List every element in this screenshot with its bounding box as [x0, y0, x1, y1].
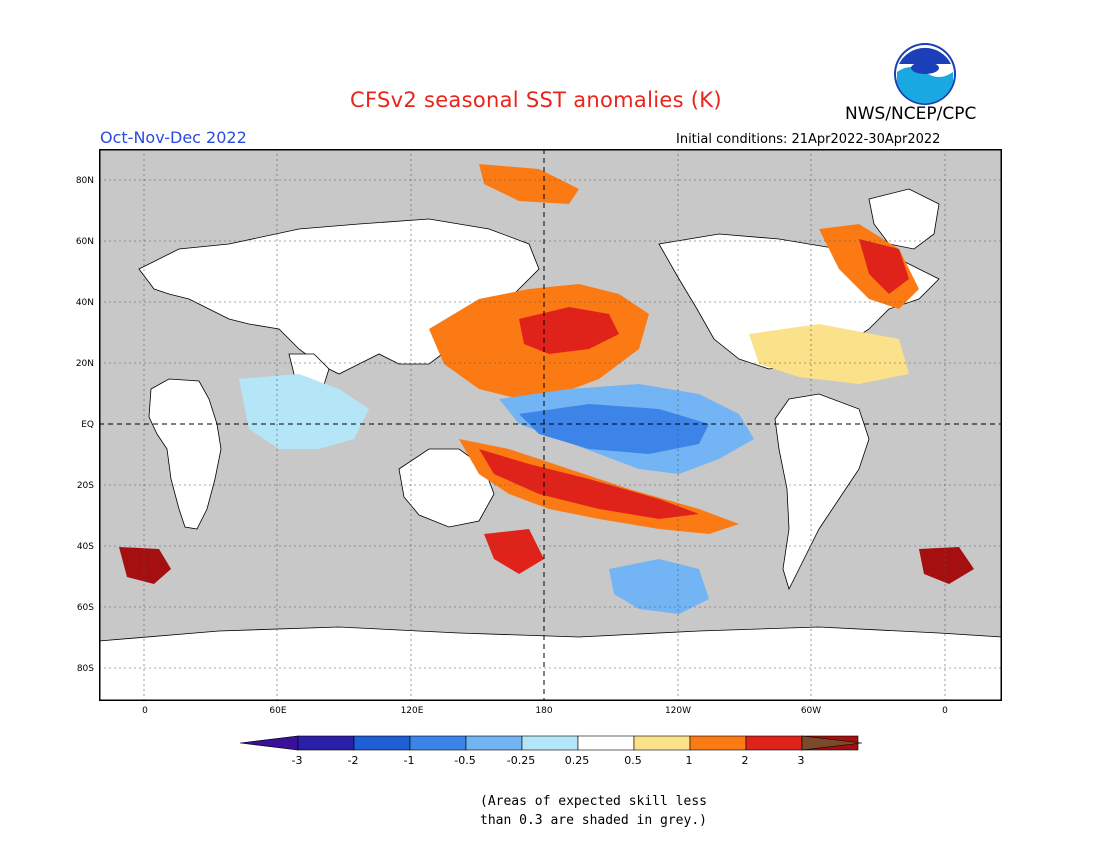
lat-label: 60N: [75, 237, 94, 247]
lat-label: 20S: [76, 481, 94, 491]
colorbar-cell: [577, 735, 635, 751]
lon-label: 180: [535, 706, 553, 716]
anomaly-tropical-atlantic-weak: [749, 324, 909, 384]
lat-label: 20N: [75, 359, 94, 369]
colorbar-cell: [745, 735, 803, 751]
colorbar-cell: [465, 735, 523, 751]
anomaly-indian-ocean-cool: [239, 374, 369, 449]
colorbar-tick-label: -0.25: [506, 754, 536, 767]
colorbar-tick-label: 2: [741, 754, 749, 767]
colorbar-tick-label: 0.25: [564, 754, 590, 767]
colorbar-tick-label: -3: [291, 754, 303, 767]
map-frame: [99, 149, 1002, 701]
colorbar-tick-label: -1: [403, 754, 415, 767]
anomaly-south-atlantic-strong: [919, 547, 974, 584]
graticule: [99, 149, 1002, 701]
anomaly-south-indian-strong: [119, 547, 171, 584]
lon-label: 60E: [269, 706, 287, 716]
colorbar-tick-label: 0.5: [624, 754, 642, 767]
noaa-logo: [894, 43, 956, 105]
land-greenland: [868, 188, 940, 250]
initial-conditions-label: Initial conditions: 21Apr2022-30Apr2022: [676, 132, 941, 147]
lat-label: 40S: [76, 542, 94, 552]
colorbar: [240, 735, 862, 751]
anomaly-north-atlantic-strong: [859, 239, 909, 294]
lon-label: 120W: [664, 706, 692, 716]
anomaly-tasman-strong: [484, 529, 544, 574]
colorbar-cell: [689, 735, 747, 751]
map-title: CFSv2 seasonal SST anomalies (K): [350, 88, 722, 112]
lon-label: 0: [942, 706, 948, 716]
lat-label: 80S: [76, 664, 94, 674]
season-label: Oct-Nov-Dec 2022: [100, 128, 247, 147]
lon-label: 60W: [800, 706, 822, 716]
colorbar-below-arrow: [240, 735, 299, 751]
colorbar-tick-label: -2: [347, 754, 359, 767]
lat-label: EQ: [81, 420, 94, 430]
land-africa: [148, 378, 222, 530]
lat-label: 80N: [75, 176, 94, 186]
land-australia: [398, 448, 495, 528]
anomaly-arctic-warm: [479, 164, 579, 204]
colorbar-cell: [633, 735, 691, 751]
negative-anomalies: [239, 374, 754, 614]
colorbar-tick-label: 1: [685, 754, 693, 767]
lat-label: 40N: [75, 298, 94, 308]
colorbar-tick-label: -0.5: [454, 754, 476, 767]
colorbar-cell: [353, 735, 411, 751]
lon-label: 120E: [400, 706, 424, 716]
lon-label: 0: [142, 706, 148, 716]
land-antarctica: [99, 626, 1002, 701]
colorbar-cell: [409, 735, 467, 751]
lat-label: 60S: [76, 603, 94, 613]
agency-label: NWS/NCEP/CPC: [845, 104, 977, 124]
anomaly-southeast-pacific-cool: [609, 559, 709, 614]
colorbar-tick-label: 3: [797, 754, 805, 767]
positive-anomalies: [119, 164, 974, 584]
land-south-america: [774, 393, 870, 591]
anomaly-enso-cool-core: [519, 404, 709, 454]
colorbar-cell: [297, 735, 355, 751]
colorbar-cell: [521, 735, 579, 751]
skill-note: (Areas of expected skill less than 0.3 a…: [480, 792, 707, 830]
anomaly-south-pacific-strong: [479, 449, 699, 519]
skill-note-line-2: than 0.3 are shaded in grey.): [480, 813, 707, 828]
sst-anomaly-map: [99, 149, 1002, 701]
colorbar-above-arrow: [801, 735, 862, 751]
skill-note-line-1: (Areas of expected skill less: [480, 794, 707, 809]
